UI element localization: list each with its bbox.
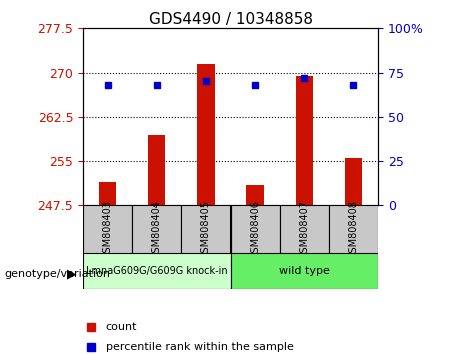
FancyBboxPatch shape: [329, 205, 378, 253]
Text: LmnaG609G/G609G knock-in: LmnaG609G/G609G knock-in: [86, 266, 228, 276]
Text: GDS4490 / 10348858: GDS4490 / 10348858: [148, 12, 313, 27]
FancyBboxPatch shape: [181, 205, 230, 253]
Text: GSM808403: GSM808403: [102, 200, 112, 259]
Text: percentile rank within the sample: percentile rank within the sample: [106, 342, 294, 352]
Bar: [247, 185, 264, 205]
Bar: [197, 64, 214, 205]
Bar: [296, 75, 313, 205]
Text: count: count: [106, 322, 137, 332]
FancyBboxPatch shape: [83, 253, 230, 289]
Text: GSM808407: GSM808407: [299, 200, 309, 259]
Text: wild type: wild type: [279, 266, 330, 276]
FancyBboxPatch shape: [83, 205, 132, 253]
Text: ▶: ▶: [67, 268, 76, 281]
Text: genotype/variation: genotype/variation: [5, 269, 111, 279]
FancyBboxPatch shape: [280, 205, 329, 253]
Bar: [148, 135, 165, 205]
FancyBboxPatch shape: [230, 205, 280, 253]
FancyBboxPatch shape: [132, 205, 181, 253]
Text: GSM808405: GSM808405: [201, 200, 211, 259]
Text: GSM808406: GSM808406: [250, 200, 260, 259]
Bar: [345, 158, 362, 205]
FancyBboxPatch shape: [230, 253, 378, 289]
Text: GSM808404: GSM808404: [152, 200, 162, 259]
Text: GSM808408: GSM808408: [349, 200, 359, 259]
Bar: [99, 182, 116, 205]
